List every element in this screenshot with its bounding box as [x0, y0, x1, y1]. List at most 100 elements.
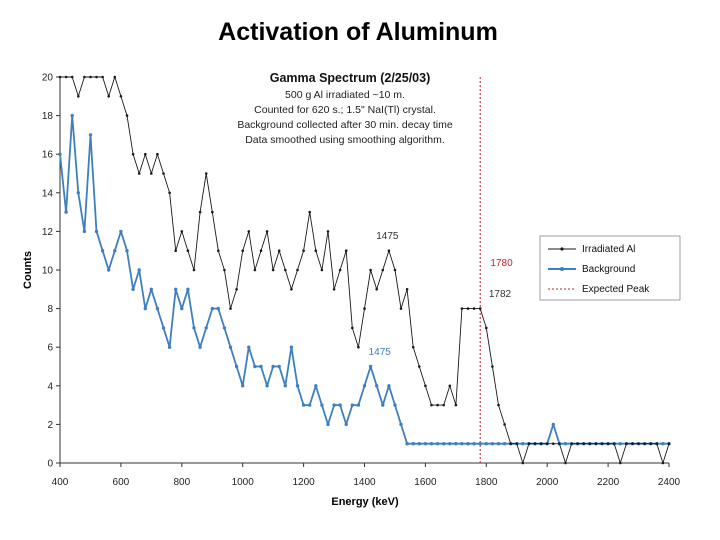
data-point-irradiated — [491, 365, 494, 368]
data-point-irradiated — [466, 307, 470, 310]
data-point-irradiated — [393, 268, 397, 272]
data-point-irradiated — [77, 95, 80, 98]
data-point-background — [277, 364, 281, 369]
data-point-irradiated — [332, 288, 336, 291]
data-point-irradiated — [290, 288, 293, 291]
data-point-irradiated — [503, 423, 506, 426]
y-tick-label: 8 — [47, 304, 53, 315]
data-point-irradiated — [478, 307, 482, 310]
data-point-irradiated — [375, 288, 379, 291]
chart-subtitle-line-4: Data smoothed using smoothing algorithm. — [245, 134, 445, 146]
data-point-irradiated — [113, 75, 117, 79]
data-point-irradiated — [95, 75, 98, 79]
data-point-irradiated — [150, 172, 153, 175]
data-point-irradiated — [606, 442, 610, 446]
data-point-background — [551, 422, 555, 427]
data-point-irradiated — [399, 307, 403, 310]
data-point-irradiated — [211, 210, 214, 214]
data-point-background — [368, 364, 373, 369]
x-axis-ticks: 400 600 800 1000 1200 1400 1600 1800 2000 2200 240… — [52, 463, 681, 488]
data-point-irradiated — [180, 230, 184, 233]
data-point-irradiated — [320, 268, 324, 272]
data-point-irradiated — [235, 288, 238, 291]
peak-annotation-1: 1475 — [376, 231, 399, 242]
data-point-irradiated — [405, 288, 409, 291]
data-point-irradiated — [539, 442, 543, 446]
data-point-irradiated — [552, 442, 555, 446]
data-point-background — [174, 287, 178, 291]
data-point-irradiated — [265, 230, 269, 233]
data-point-background — [405, 442, 409, 446]
data-point-background — [472, 442, 476, 446]
data-point-irradiated — [631, 442, 634, 446]
x-tick-label: 600 — [113, 477, 130, 488]
data-point-irradiated — [558, 442, 561, 446]
data-point-background — [186, 287, 190, 291]
data-point-irradiated — [570, 442, 573, 446]
chart-title-block: Gamma Spectrum (2/25/03) 500 g Al irradi… — [237, 71, 453, 146]
data-point-background — [308, 403, 312, 407]
data-point-irradiated — [259, 249, 263, 252]
data-point-irradiated — [381, 268, 385, 272]
data-point-background — [143, 306, 147, 311]
data-point-irradiated — [296, 268, 299, 272]
x-tick-label: 1000 — [232, 477, 255, 488]
data-point-background — [119, 229, 123, 234]
data-point-irradiated — [515, 442, 519, 446]
data-point-background — [417, 442, 421, 446]
chart-subtitle-line-3: Background collected after 30 min. decay… — [237, 119, 453, 131]
data-point-irradiated — [667, 442, 671, 446]
data-point-background — [125, 249, 129, 253]
data-point-irradiated — [326, 230, 330, 233]
x-tick-label: 2200 — [597, 477, 620, 488]
data-point-irradiated — [564, 461, 567, 465]
data-point-background — [344, 422, 348, 427]
data-point-background — [265, 384, 269, 388]
data-point-background — [216, 306, 220, 311]
data-point-irradiated — [424, 384, 427, 388]
data-point-irradiated — [619, 461, 622, 465]
data-point-background — [301, 403, 306, 407]
data-point-irradiated — [156, 152, 159, 156]
data-point-irradiated — [497, 403, 500, 407]
y-tick-label: 12 — [42, 227, 54, 238]
legend-marker-irradiated — [560, 247, 564, 251]
data-point-irradiated — [363, 307, 366, 310]
data-point-irradiated — [192, 268, 196, 272]
data-point-irradiated — [485, 326, 488, 330]
data-point-background — [338, 403, 342, 407]
data-point-irradiated — [545, 442, 549, 446]
data-point-background — [423, 442, 428, 446]
data-point-background — [58, 152, 62, 156]
data-point-irradiated — [186, 249, 190, 252]
data-point-irradiated — [107, 95, 110, 98]
data-point-background — [375, 384, 379, 388]
data-point-background — [64, 210, 68, 214]
data-point-irradiated — [284, 268, 287, 272]
chart-subtitle-line-2: Counted for 620 s.; 1.5" NaI(Tl) crystal… — [254, 104, 436, 116]
legend-label-expected: Expected Peak — [582, 284, 650, 295]
data-point-irradiated — [162, 172, 165, 175]
data-point-background — [271, 364, 275, 369]
legend: Irradiated Al Background Expected Peak — [539, 235, 681, 301]
data-point-irradiated — [247, 230, 251, 233]
y-tick-label: 18 — [42, 111, 54, 122]
data-point-irradiated — [472, 307, 476, 310]
x-tick-label: 1400 — [353, 477, 376, 488]
data-point-background — [320, 403, 324, 407]
data-point-background — [387, 384, 391, 388]
data-point-background — [460, 442, 464, 446]
data-point-irradiated — [89, 75, 92, 79]
data-point-background — [70, 113, 74, 118]
x-tick-label: 1600 — [414, 477, 437, 488]
data-point-background — [521, 442, 525, 446]
data-point-irradiated — [411, 345, 415, 349]
data-point-background — [100, 249, 105, 253]
data-point-background — [131, 287, 135, 291]
data-point-irradiated — [454, 403, 458, 407]
data-point-background — [259, 364, 263, 369]
x-tick-label: 400 — [52, 477, 69, 488]
data-point-irradiated — [643, 442, 646, 446]
data-point-background — [496, 442, 501, 446]
